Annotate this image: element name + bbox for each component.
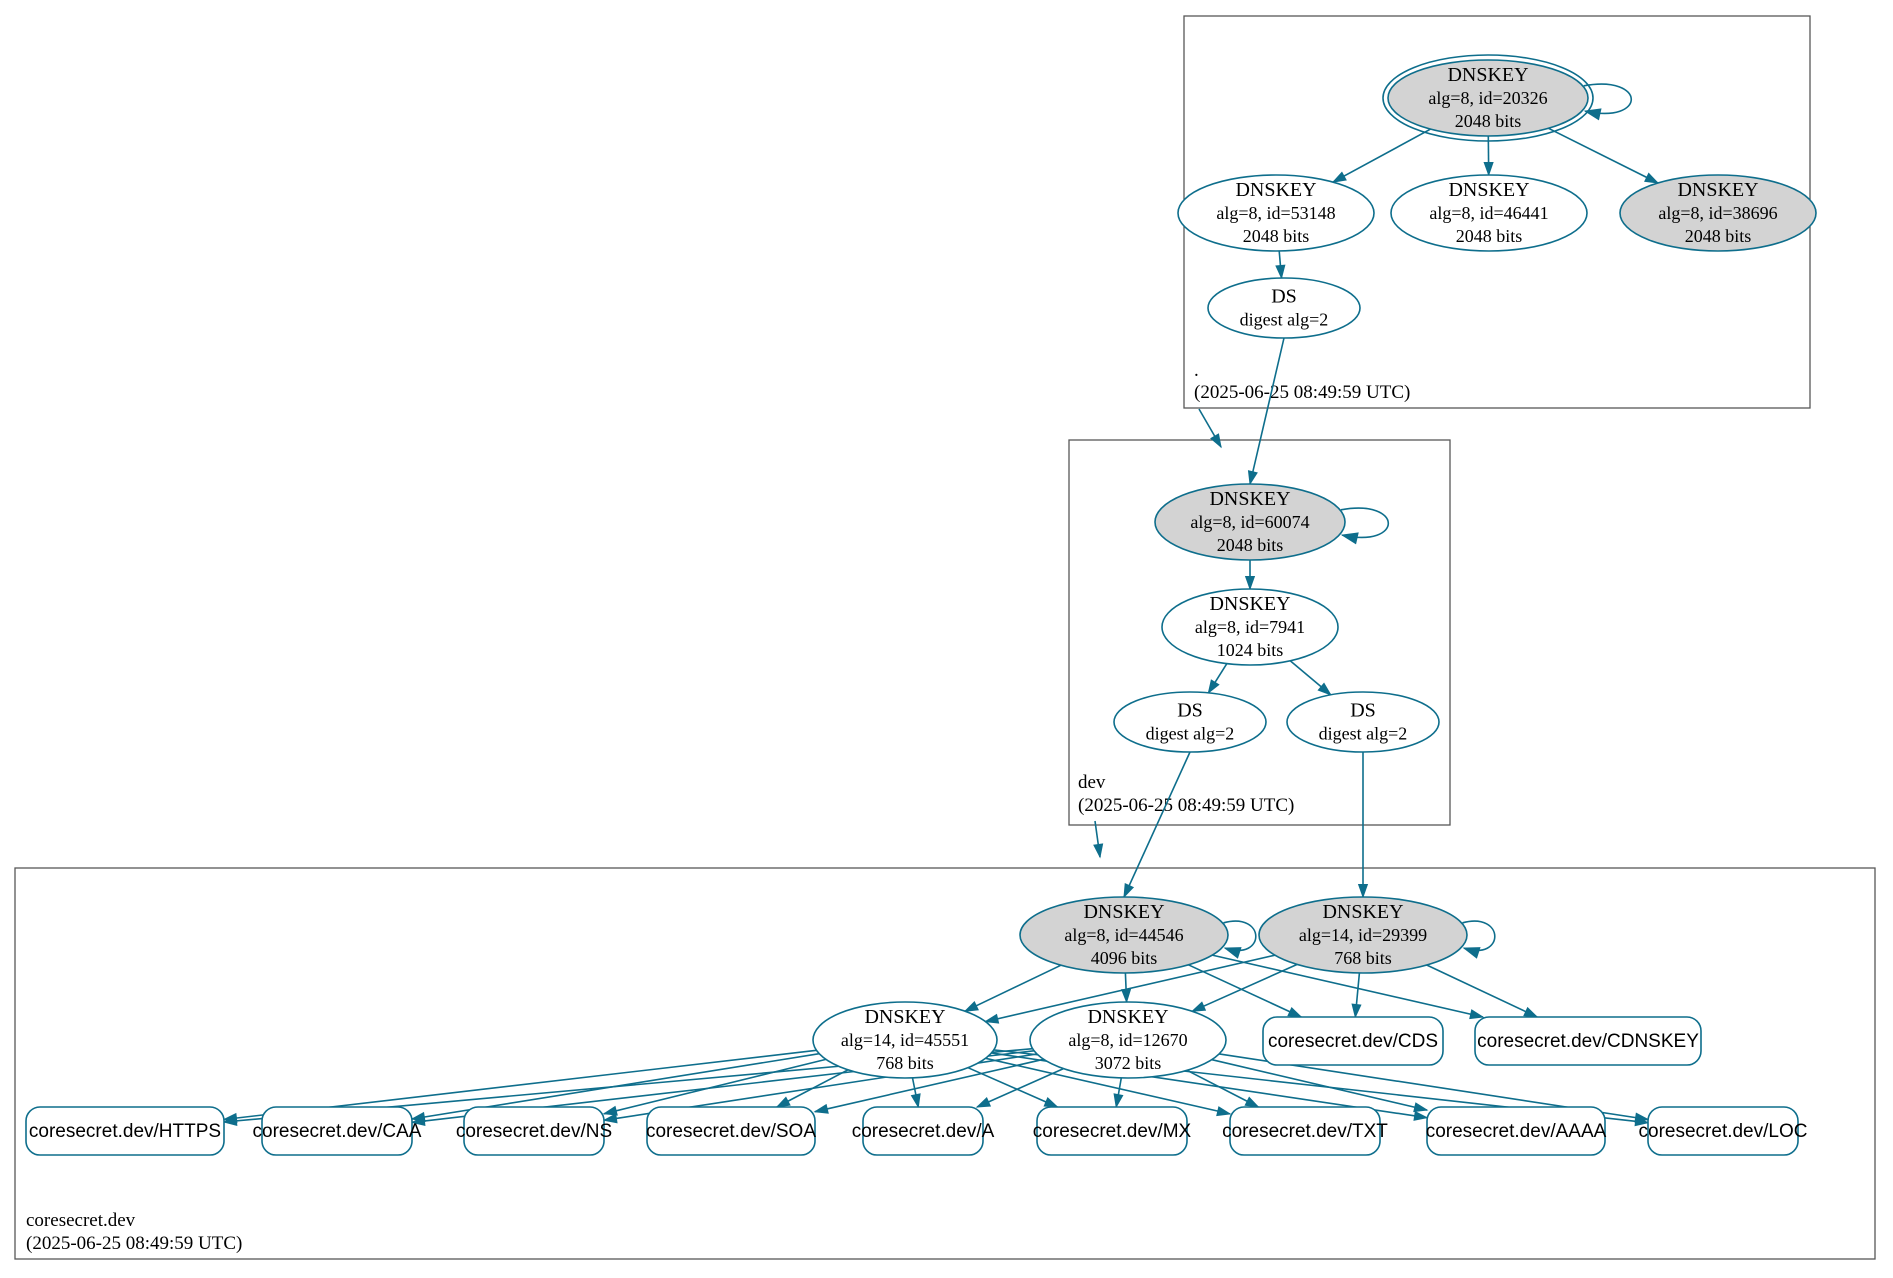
svg-text:768 bits: 768 bits — [876, 1053, 934, 1073]
svg-text:digest alg=2: digest alg=2 — [1319, 724, 1408, 744]
svg-text:alg=8, id=20326: alg=8, id=20326 — [1428, 88, 1547, 108]
svg-text:DNSKEY: DNSKEY — [1235, 179, 1316, 201]
svg-text:.: . — [1194, 360, 1199, 381]
svg-text:coresecret.dev/SOA: coresecret.dev/SOA — [646, 1121, 816, 1142]
svg-text:2048 bits: 2048 bits — [1217, 535, 1284, 555]
svg-text:DS: DS — [1350, 700, 1376, 722]
svg-text:coresecret.dev/NS: coresecret.dev/NS — [456, 1121, 612, 1142]
svg-text:digest alg=2: digest alg=2 — [1146, 724, 1235, 744]
svg-text:alg=8, id=7941: alg=8, id=7941 — [1195, 617, 1305, 637]
svg-text:coresecret.dev: coresecret.dev — [26, 1210, 136, 1231]
svg-text:DNSKEY: DNSKEY — [1448, 179, 1529, 201]
svg-text:2048 bits: 2048 bits — [1685, 226, 1752, 246]
svg-text:1024 bits: 1024 bits — [1217, 640, 1284, 660]
svg-text:DNSKEY: DNSKEY — [1447, 64, 1528, 86]
svg-text:alg=8, id=46441: alg=8, id=46441 — [1429, 203, 1548, 223]
svg-text:digest alg=2: digest alg=2 — [1240, 310, 1329, 330]
svg-text:alg=8, id=60074: alg=8, id=60074 — [1190, 512, 1309, 532]
svg-text:2048 bits: 2048 bits — [1456, 226, 1523, 246]
svg-text:4096 bits: 4096 bits — [1091, 948, 1158, 968]
svg-text:DNSKEY: DNSKEY — [1209, 593, 1290, 615]
svg-text:DS: DS — [1271, 286, 1297, 308]
svg-text:alg=8, id=53148: alg=8, id=53148 — [1216, 203, 1335, 223]
svg-text:DNSKEY: DNSKEY — [1322, 901, 1403, 923]
svg-text:DNSKEY: DNSKEY — [1677, 179, 1758, 201]
svg-text:coresecret.dev/HTTPS: coresecret.dev/HTTPS — [29, 1121, 221, 1142]
svg-text:alg=8, id=38696: alg=8, id=38696 — [1658, 203, 1777, 223]
svg-text:DNSKEY: DNSKEY — [1083, 901, 1164, 923]
svg-text:768 bits: 768 bits — [1334, 948, 1392, 968]
svg-text:coresecret.dev/A: coresecret.dev/A — [852, 1121, 995, 1142]
svg-text:DNSKEY: DNSKEY — [1087, 1006, 1168, 1028]
svg-text:3072 bits: 3072 bits — [1095, 1053, 1162, 1073]
svg-text:coresecret.dev/LOC: coresecret.dev/LOC — [1639, 1121, 1808, 1142]
svg-text:2048 bits: 2048 bits — [1243, 226, 1310, 246]
svg-text:DS: DS — [1177, 700, 1203, 722]
svg-text:coresecret.dev/CAA: coresecret.dev/CAA — [253, 1121, 422, 1142]
svg-text:alg=8, id=12670: alg=8, id=12670 — [1068, 1030, 1187, 1050]
svg-text:alg=14, id=45551: alg=14, id=45551 — [841, 1030, 969, 1050]
svg-text:DNSKEY: DNSKEY — [1209, 488, 1290, 510]
svg-text:coresecret.dev/AAAA: coresecret.dev/AAAA — [1426, 1121, 1607, 1142]
svg-text:alg=8, id=44546: alg=8, id=44546 — [1064, 925, 1183, 945]
svg-text:DNSKEY: DNSKEY — [864, 1006, 945, 1028]
svg-text:(2025-06-25 08:49:59 UTC): (2025-06-25 08:49:59 UTC) — [26, 1233, 242, 1254]
svg-text:coresecret.dev/MX: coresecret.dev/MX — [1033, 1121, 1192, 1142]
svg-text:coresecret.dev/CDNSKEY: coresecret.dev/CDNSKEY — [1477, 1031, 1699, 1052]
svg-text:2048 bits: 2048 bits — [1455, 111, 1522, 131]
svg-text:(2025-06-25 08:49:59 UTC): (2025-06-25 08:49:59 UTC) — [1078, 795, 1294, 816]
svg-text:coresecret.dev/CDS: coresecret.dev/CDS — [1268, 1031, 1438, 1052]
svg-text:alg=14, id=29399: alg=14, id=29399 — [1299, 925, 1427, 945]
svg-text:(2025-06-25 08:49:59 UTC): (2025-06-25 08:49:59 UTC) — [1194, 382, 1410, 403]
svg-text:dev: dev — [1078, 772, 1106, 793]
svg-text:coresecret.dev/TXT: coresecret.dev/TXT — [1222, 1121, 1388, 1142]
